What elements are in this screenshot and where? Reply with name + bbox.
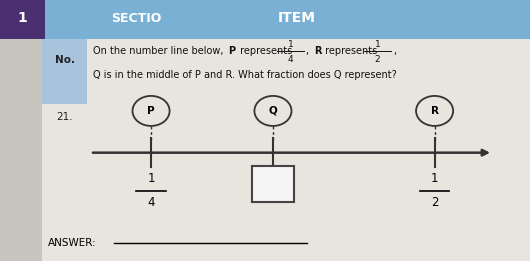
Text: 1: 1 — [375, 40, 380, 49]
Text: 4: 4 — [147, 196, 155, 209]
Text: Q: Q — [269, 106, 277, 116]
Text: P: P — [147, 106, 155, 116]
Text: 2: 2 — [375, 55, 380, 64]
Text: Q is in the middle of P and R. What fraction does Q represent?: Q is in the middle of P and R. What frac… — [93, 70, 396, 80]
Text: represents: represents — [237, 46, 296, 56]
Text: 1: 1 — [17, 11, 27, 25]
Bar — [252, 166, 294, 202]
Text: On the number line below,: On the number line below, — [93, 46, 226, 56]
Text: P: P — [228, 46, 235, 56]
Text: R: R — [314, 46, 321, 56]
Text: No.: No. — [55, 55, 75, 65]
Bar — [42, 0, 530, 39]
Bar — [0, 0, 45, 39]
Text: ITEM: ITEM — [278, 11, 316, 25]
Text: ,: , — [306, 46, 313, 56]
Text: 2: 2 — [431, 196, 438, 209]
Text: 1: 1 — [288, 40, 293, 49]
Text: represents: represents — [322, 46, 381, 56]
Text: 1: 1 — [431, 172, 438, 185]
Text: 4: 4 — [288, 55, 293, 64]
Text: 21.: 21. — [56, 112, 73, 122]
Text: R: R — [430, 106, 439, 116]
Bar — [42, 39, 87, 104]
Text: ,: , — [393, 46, 396, 56]
Text: 1: 1 — [147, 172, 155, 185]
Bar — [42, 34, 530, 261]
Text: ANSWER:: ANSWER: — [48, 238, 96, 248]
Text: SECTIO: SECTIO — [111, 12, 162, 25]
